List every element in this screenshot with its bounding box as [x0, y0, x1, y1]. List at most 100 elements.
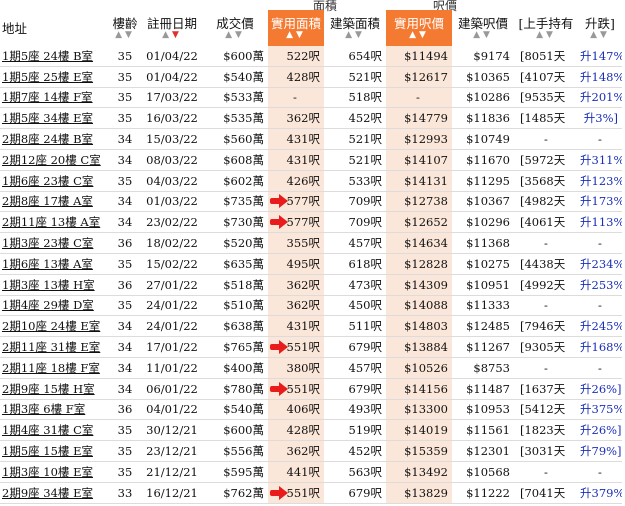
table-row[interactable]: 1期3座 10樓 E室 35 21/12/21 $595萬 441呎 563呎 $13492… — [0, 461, 622, 483]
address-link-text[interactable]: 2期11座 31樓 E室 — [2, 340, 101, 355]
address-link[interactable]: 2期9座 34樓 E室 — [0, 482, 108, 504]
header-reg-date[interactable]: 註冊日期 ▲▼ — [142, 10, 202, 46]
address-link[interactable]: 2期11座 31樓 E室 — [0, 336, 108, 358]
sort-arrows-icon[interactable]: ▲▼ — [536, 30, 556, 40]
address-link-text[interactable]: 1期3座 23樓 C室 — [2, 236, 94, 251]
address-link[interactable]: 1期4座 31樓 C室 — [0, 419, 108, 442]
address-link-text[interactable]: 1期3座 10樓 E室 — [2, 464, 93, 479]
address-link[interactable]: 1期5座 15樓 E室 — [0, 440, 108, 462]
address-link-text[interactable]: 1期5座 15樓 E室 — [2, 444, 93, 459]
address-link-text[interactable]: 1期4座 29樓 D室 — [2, 298, 94, 313]
gross-price-cell: $11222 — [452, 482, 514, 504]
price-cell: $638萬 — [202, 315, 268, 338]
header-gross-price[interactable]: 建築呎價 ▲▼ — [452, 10, 514, 46]
address-link[interactable]: 2期8座 24樓 B室 — [0, 128, 108, 150]
change-cell-text: 升79%] — [580, 444, 622, 459]
address-link-text[interactable]: 1期3座 13樓 H室 — [2, 277, 95, 292]
header-gross-area[interactable]: 建築面積 ▲▼ — [324, 10, 386, 46]
saleable-price-cell-text: $13884 — [404, 340, 448, 355]
header-holding[interactable]: [上手持有 ▲▼ — [514, 10, 578, 46]
address-link-text[interactable]: 2期11座 13樓 A室 — [2, 215, 101, 230]
age-cell: 34 — [108, 357, 142, 379]
address-link[interactable]: 2期11座 13樓 A室 — [0, 211, 108, 234]
address-link[interactable]: 1期3座 13樓 H室 — [0, 274, 108, 296]
address-link[interactable]: 1期3座 23樓 C室 — [0, 232, 108, 254]
group-label-area: 面積 — [313, 0, 338, 13]
address-link-text[interactable]: 2期9座 34樓 E室 — [2, 485, 93, 500]
sort-arrows-icon[interactable]: ▲▼ — [590, 30, 610, 40]
header-change[interactable]: 升跌] ▲▼ — [578, 10, 622, 46]
sort-arrows-icon[interactable]: ▲▼ — [286, 30, 306, 40]
header-age[interactable]: 樓齡 ▲▼ — [108, 10, 142, 46]
address-link[interactable]: 2期8座 17樓 A室 — [0, 191, 108, 213]
table-row[interactable]: 2期10座 24樓 E室 34 24/01/22 $638萬 431呎 511呎 $1480… — [0, 315, 622, 338]
age-cell-text: 33 — [117, 485, 133, 500]
address-link[interactable]: 2期10座 24樓 E室 — [0, 315, 108, 338]
table-row[interactable]: 1期5座 25樓 E室 35 01/04/22 $540萬 428呎 521呎 $12617… — [0, 66, 622, 88]
table-row[interactable]: 2期11座 18樓 F室 34 11/01/22 $400萬 380呎 457呎 $1052… — [0, 357, 622, 379]
header-saleable-price[interactable]: 實用呎價 ▲▼ — [386, 10, 452, 46]
table-row[interactable]: 1期6座 23樓 C室 35 04/03/22 $602萬 426呎 533呎 $14131… — [0, 170, 622, 192]
saleable-price-cell-text: $11494 — [404, 48, 448, 63]
address-link[interactable]: 1期7座 14樓 F室 — [0, 87, 108, 109]
address-link-text[interactable]: 1期5座 24樓 B室 — [2, 48, 94, 63]
address-link-text[interactable]: 1期6座 23樓 C室 — [2, 173, 94, 188]
address-link-text[interactable]: 2期9座 15樓 H室 — [2, 381, 95, 396]
sort-arrows-icon[interactable]: ▲▼ — [409, 30, 429, 40]
sort-arrows-icon[interactable]: ▲▼ — [225, 30, 245, 40]
table-row[interactable]: 2期8座 24樓 B室 34 15/03/22 $560萬 431呎 521呎 $12993… — [0, 128, 622, 150]
address-link-text[interactable]: 2期12座 20樓 C室 — [2, 152, 101, 167]
sort-arrows-icon[interactable]: ▲▼ — [345, 30, 365, 40]
address-link[interactable]: 1期4座 29樓 D室 — [0, 295, 108, 317]
address-link[interactable]: 1期5座 34樓 E室 — [0, 107, 108, 130]
table-row[interactable]: 2期9座 15樓 H室 34 06/01/22 $780萬 551呎 679呎 $14156… — [0, 378, 622, 400]
address-link[interactable]: 2期12座 20樓 C室 — [0, 149, 108, 171]
address-link[interactable]: 1期5座 24樓 B室 — [0, 46, 108, 67]
address-link-text[interactable]: 1期5座 25樓 E室 — [2, 69, 93, 84]
sort-arrows-icon[interactable]: ▲▼ — [162, 30, 182, 40]
address-link[interactable]: 2期11座 18樓 F室 — [0, 357, 108, 379]
table-row[interactable]: 1期4座 31樓 C室 35 30/12/21 $600萬 428呎 519呎 $14019… — [0, 419, 622, 442]
sort-arrows-icon[interactable]: ▲▼ — [115, 30, 135, 40]
address-link[interactable]: 1期6座 23樓 C室 — [0, 170, 108, 192]
gross-area-cell-text: 709呎 — [348, 194, 382, 209]
table-row[interactable]: 1期5座 24樓 B室 35 01/04/22 $600萬 522呎 654呎 $11494… — [0, 46, 622, 67]
saleable-area-cell-text: 522呎 — [286, 48, 320, 63]
table-row[interactable]: 2期9座 34樓 E室 33 16/12/21 $762萬 551呎 679呎 $13829… — [0, 482, 622, 504]
address-link-text[interactable]: 2期8座 24樓 B室 — [2, 132, 94, 147]
table-row[interactable]: 1期3座 23樓 C室 36 18/02/22 $520萬 355呎 457呎 $14634… — [0, 232, 622, 254]
address-link[interactable]: 1期5座 25樓 E室 — [0, 66, 108, 88]
header-price[interactable]: 成交價 ▲▼ — [202, 10, 268, 46]
sort-arrows-icon[interactable]: ▲▼ — [473, 30, 493, 40]
holding-cell-text: [4992天 — [520, 277, 566, 292]
age-cell-text: 34 — [117, 194, 133, 209]
address-link-text[interactable]: 1期4座 31樓 C室 — [2, 423, 94, 438]
table-row[interactable]: 2期12座 20樓 C室 34 08/03/22 $608萬 431呎 521呎 $1410… — [0, 149, 622, 171]
table-row[interactable]: 1期7座 14樓 F室 35 17/03/22 $533萬 - 518呎 - $10286 [9… — [0, 87, 622, 109]
address-link-text[interactable]: 1期6座 13樓 A室 — [2, 256, 93, 271]
change-cell: 升79%] — [578, 440, 622, 462]
table-row[interactable]: 1期4座 29樓 D室 35 24/01/22 $510萬 362呎 450呎 $14088… — [0, 295, 622, 317]
table-row[interactable]: 1期6座 13樓 A室 35 15/02/22 $635萬 495呎 618呎 $12828… — [0, 253, 622, 275]
address-link[interactable]: 1期6座 13樓 A室 — [0, 253, 108, 275]
table-row[interactable]: 1期5座 34樓 E室 35 16/03/22 $535萬 362呎 452呎 $14779… — [0, 107, 622, 130]
address-link[interactable]: 1期3座 6樓 F室 — [0, 399, 108, 421]
header-saleable-area[interactable]: 實用面積 ▲▼ — [268, 10, 324, 46]
address-link-text[interactable]: 2期8座 17樓 A室 — [2, 194, 93, 209]
gross-area-cell-text: 519呎 — [348, 423, 382, 438]
address-link[interactable]: 1期3座 10樓 E室 — [0, 461, 108, 483]
gross-area-cell-text: 709呎 — [348, 215, 382, 230]
table-row[interactable]: 2期8座 17樓 A室 34 01/03/22 $735萬 577呎 709呎 $12738… — [0, 191, 622, 213]
address-link-text[interactable]: 1期5座 34樓 E室 — [2, 111, 93, 126]
address-link-text[interactable]: 2期10座 24樓 E室 — [2, 319, 101, 334]
address-link-text[interactable]: 1期7座 14樓 F室 — [2, 90, 93, 105]
holding-cell-text: [3031天 — [520, 444, 566, 459]
table-row[interactable]: 1期3座 13樓 H室 36 27/01/22 $518萬 362呎 473呎 $14309… — [0, 274, 622, 296]
table-row[interactable]: 1期3座 6樓 F室 36 04/01/22 $540萬 406呎 493呎 $13300 $… — [0, 399, 622, 421]
table-row[interactable]: 1期5座 15樓 E室 35 23/12/21 $556萬 362呎 452呎 $15359… — [0, 440, 622, 462]
table-row[interactable]: 2期11座 31樓 E室 34 17/01/22 $765萬 551呎 679呎 $1388… — [0, 336, 622, 358]
address-link-text[interactable]: 1期3座 6樓 F室 — [2, 402, 86, 417]
table-row[interactable]: 2期11座 13樓 A室 34 23/02/22 $730萬 577呎 709呎 $1265… — [0, 211, 622, 234]
address-link-text[interactable]: 2期11座 18樓 F室 — [2, 360, 100, 375]
address-link[interactable]: 2期9座 15樓 H室 — [0, 378, 108, 400]
